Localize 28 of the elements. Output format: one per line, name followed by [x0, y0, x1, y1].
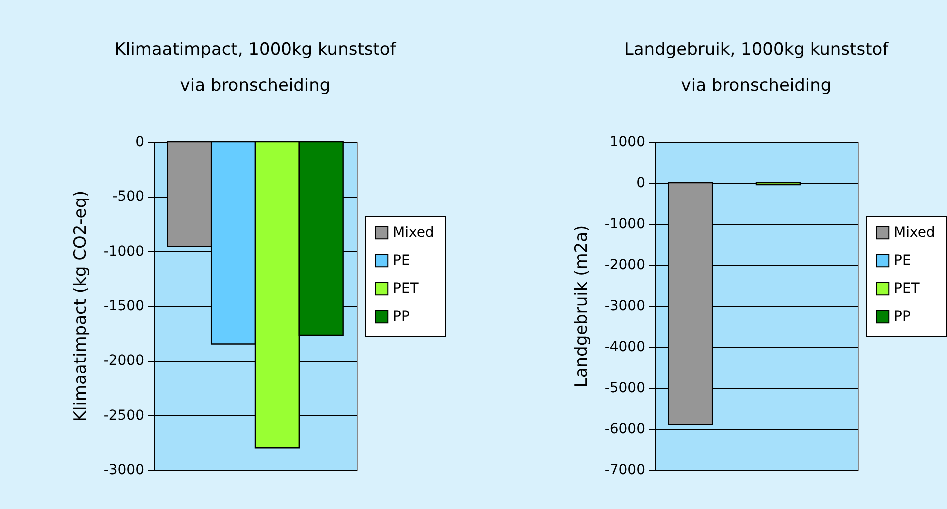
legend-label: Mixed [894, 225, 936, 241]
legend-label: PP [894, 309, 911, 325]
legend-label: PE [894, 253, 912, 269]
legend-label: PET [393, 281, 420, 297]
y-tick-label: -7000 [604, 462, 646, 478]
chart-title: Landgebruik, 1000kg kunststof via bronscheiding [624, 40, 890, 96]
y-tick-label: -500 [112, 189, 144, 206]
y-tick-label: 0 [636, 176, 646, 192]
y-tick-label: -1000 [604, 216, 646, 232]
y-axis-title: Landgebruik (m2a) [572, 225, 592, 388]
legend-label: PET [894, 281, 920, 297]
y-axis-title: Klimaatimpact (kg CO2-eq) [70, 190, 91, 422]
y-tick-label: 1000 [610, 134, 646, 150]
y-tick-label: -2000 [604, 258, 646, 274]
chart-title: Klimaatimpact, 1000kg kunststof via bronscheiding [114, 40, 398, 96]
y-tick-label: -3000 [104, 462, 144, 478]
y-tick-label: -1500 [104, 298, 144, 314]
y-tick-label: -1000 [104, 244, 144, 260]
y-tick-label: -6000 [604, 422, 646, 438]
legend-label: Mixed [393, 225, 434, 241]
legend-label: PE [393, 253, 410, 269]
y-tick-label: -5000 [604, 380, 646, 396]
y-tick-label: 0 [136, 134, 144, 150]
y-tick-label: -4000 [604, 340, 646, 356]
y-tick-label: -2500 [104, 408, 144, 424]
y-tick-label: -3000 [604, 298, 646, 314]
y-tick-label: -2000 [104, 353, 144, 370]
legend-label: PP [393, 309, 410, 325]
